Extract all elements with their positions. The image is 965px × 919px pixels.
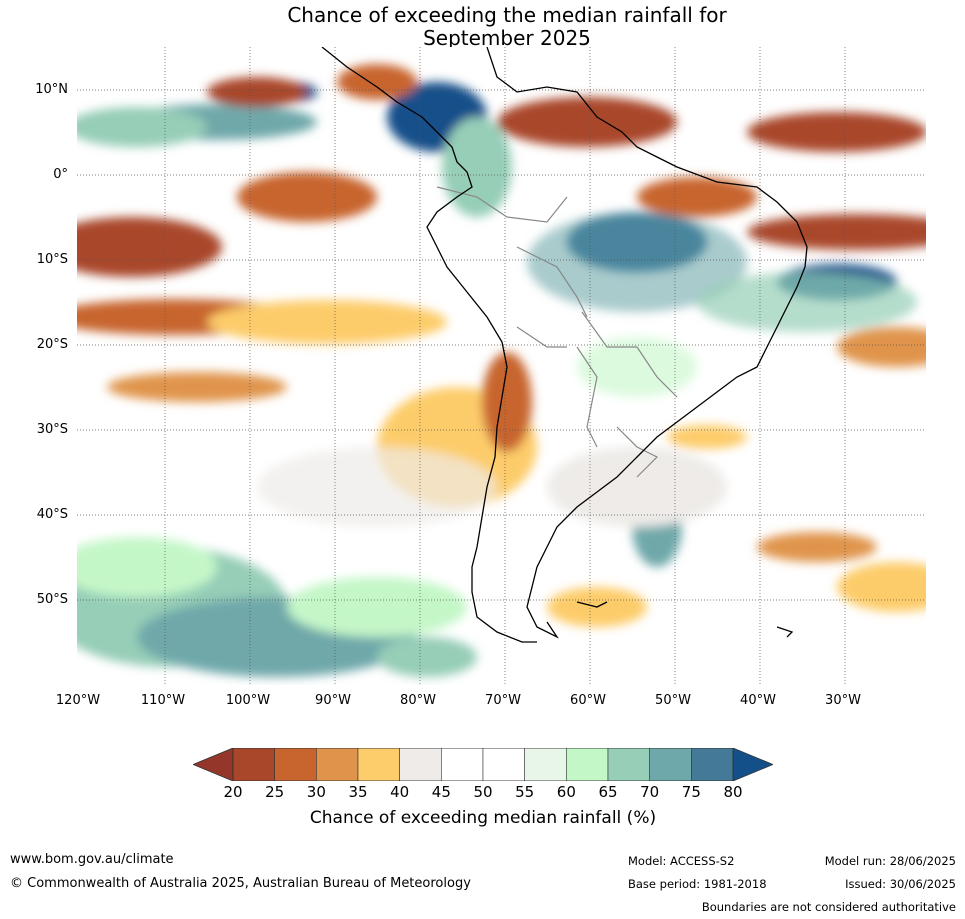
colorbar-tick-label: 45 <box>431 783 451 801</box>
colorbar-over-triangle <box>732 748 773 781</box>
lon-label-40w: 40°W <box>740 693 776 708</box>
footer-issued: Issued: 30/06/2025 <box>845 877 956 891</box>
colorbar-segment <box>399 748 442 781</box>
colorbar-tick-label: 55 <box>515 783 535 801</box>
colorbar-segment <box>649 748 692 781</box>
lon-label-50w: 50°W <box>655 693 691 708</box>
lat-label-0: 0° <box>53 167 68 182</box>
lat-label-40s: 40°S <box>36 507 68 522</box>
lon-label-110w: 110°W <box>140 693 186 708</box>
colorbar-tick-label: 25 <box>265 783 285 801</box>
colorbar-outline <box>232 748 734 781</box>
rainfall-map-svg <box>77 47 926 685</box>
rainfall-field <box>77 64 926 677</box>
colorbar-tick-label: 70 <box>640 783 660 801</box>
colorbar-tick-label: 20 <box>223 783 243 801</box>
footer-base-period: Base period: 1981-2018 <box>628 877 767 891</box>
colorbar-tick-label: 50 <box>473 783 493 801</box>
colorbar-under-triangle <box>193 748 234 781</box>
map-title: Chance of exceeding the median rainfall … <box>0 4 965 50</box>
colorbar-tick-label: 75 <box>681 783 701 801</box>
colorbar-segment <box>441 748 484 781</box>
colorbar-segment <box>274 748 317 781</box>
colorbar-tick-label: 35 <box>348 783 368 801</box>
lat-label-50s: 50°S <box>36 592 68 607</box>
coastlines <box>321 47 808 643</box>
footer-url[interactable]: www.bom.gov.au/climate <box>10 852 174 867</box>
colorbar <box>193 748 773 781</box>
lat-label-30s: 30°S <box>36 422 68 437</box>
lon-label-30w: 30°W <box>825 693 861 708</box>
colorbar-segment <box>607 748 650 781</box>
lon-label-100w: 100°W <box>225 693 271 708</box>
lon-label-60w: 60°W <box>570 693 606 708</box>
footer-disclaimer: Boundaries are not considered authoritat… <box>701 900 956 914</box>
colorbar-tick-label: 60 <box>556 783 576 801</box>
rainfall-map <box>77 47 926 685</box>
colorbar-segment <box>482 748 525 781</box>
colorbar-segments <box>232 748 734 781</box>
colorbar-segment <box>691 748 734 781</box>
colorbar-segment <box>566 748 609 781</box>
colorbar-segment <box>316 748 359 781</box>
country-boundaries <box>436 186 678 478</box>
title-line-2: September 2025 <box>423 26 591 50</box>
colorbar-tick-label: 65 <box>598 783 618 801</box>
colorbar-segment <box>524 748 567 781</box>
lat-label-20s: 20°S <box>36 337 68 352</box>
lat-label-10s: 10°S <box>36 252 68 267</box>
lon-label-120w: 120°W <box>55 693 101 708</box>
lon-label-70w: 70°W <box>485 693 521 708</box>
colorbar-tick-label: 40 <box>390 783 410 801</box>
title-line-1: Chance of exceeding the median rainfall … <box>287 3 727 27</box>
lat-label-10n: 10°N <box>35 82 68 97</box>
colorbar-label: Chance of exceeding median rainfall (%) <box>309 808 657 828</box>
colorbar-tick-label: 30 <box>306 783 326 801</box>
colorbar-tick-label: 80 <box>723 783 743 801</box>
footer-model-run: Model run: 28/06/2025 <box>824 854 956 868</box>
map-gridlines <box>77 47 926 685</box>
colorbar-segment <box>357 748 400 781</box>
footer-copyright: © Commonwealth of Australia 2025, Austra… <box>10 876 471 891</box>
lon-label-90w: 90°W <box>315 693 351 708</box>
lon-label-80w: 80°W <box>400 693 436 708</box>
footer-model: Model: ACCESS-S2 <box>628 854 735 868</box>
colorbar-segment <box>232 748 275 781</box>
